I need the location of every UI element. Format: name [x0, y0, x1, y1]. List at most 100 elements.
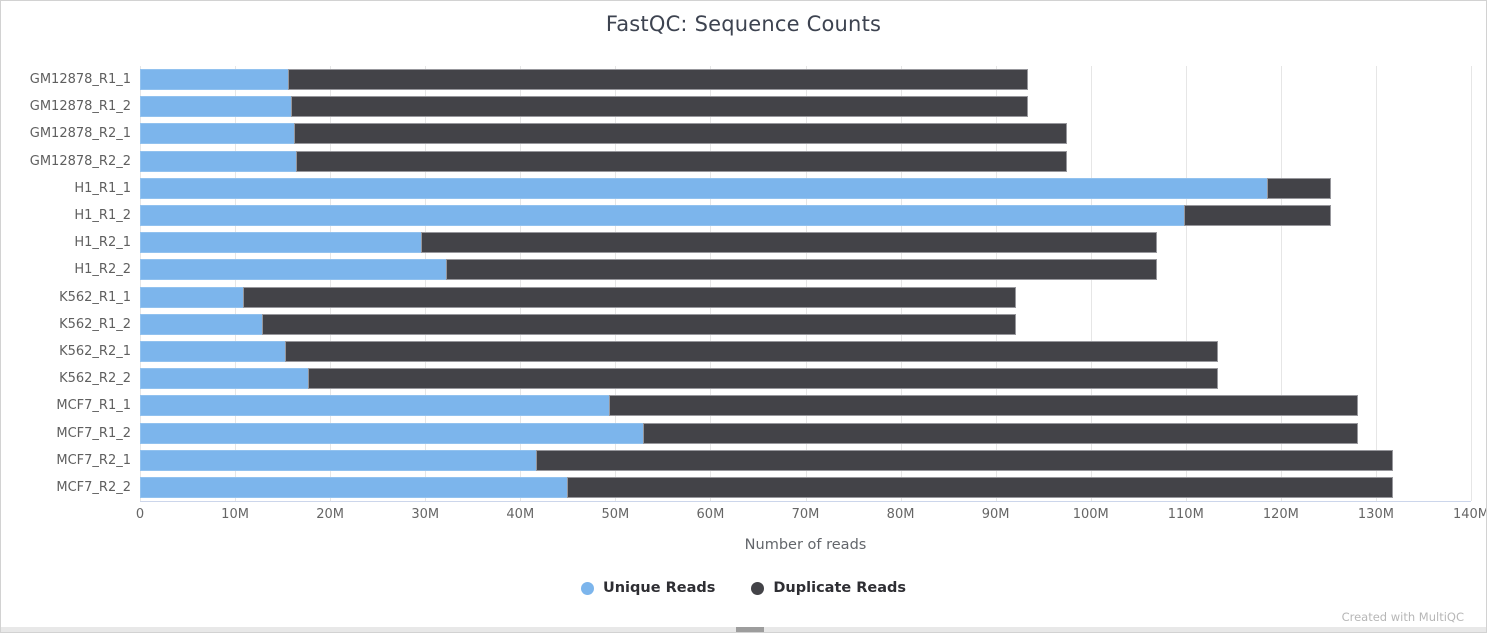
category-label-gm12878_r1_1: GM12878_R1_1 — [29, 72, 131, 88]
category-label-k562_r2_1: K562_R2_1 — [59, 343, 131, 359]
x-tick-label: 40M — [506, 507, 535, 522]
category-label-h1_r2_2: H1_R2_2 — [74, 262, 131, 278]
x-tick-label: 30M — [411, 507, 440, 522]
category-label-k562_r2_2: K562_R2_2 — [59, 371, 131, 387]
gridline — [520, 66, 522, 501]
x-tick-label: 120M — [1262, 507, 1299, 522]
bar-row — [140, 93, 1471, 120]
x-tick-label: 100M — [1072, 507, 1109, 522]
multiqc-credit: Created with MultiQC — [1341, 610, 1464, 624]
gridline — [615, 66, 617, 501]
legend-marker-icon — [751, 581, 765, 595]
bar-row — [140, 120, 1471, 147]
x-tick-label: 90M — [981, 507, 1010, 522]
category-label-gm12878_r2_1: GM12878_R2_1 — [29, 126, 131, 142]
chart-title: FastQC: Sequence Counts — [605, 12, 882, 36]
bar-row — [140, 284, 1471, 311]
x-tick-label: 20M — [316, 507, 345, 522]
category-label-mcf7_r1_2: MCF7_R1_2 — [56, 425, 131, 441]
category-label-gm12878_r1_2: GM12878_R1_2 — [29, 99, 131, 115]
category-label-h1_r1_1: H1_R1_1 — [74, 180, 131, 196]
category-label-h1_r2_1: H1_R2_1 — [74, 235, 131, 251]
category-label-mcf7_r1_1: MCF7_R1_1 — [56, 398, 131, 414]
plot-area — [140, 66, 1472, 502]
bar-segment-duplicate-reads[interactable] — [308, 368, 1219, 390]
chart-legend: Unique Reads Duplicate Reads — [1, 580, 1486, 596]
gridline — [1185, 66, 1187, 501]
bar-segment-duplicate-reads[interactable] — [294, 123, 1067, 145]
bar-segment-duplicate-reads[interactable] — [608, 395, 1358, 417]
gridline — [140, 66, 141, 501]
bar-segment-unique-reads[interactable] — [140, 340, 286, 362]
x-tick-label: 70M — [791, 507, 820, 522]
bar-segment-unique-reads[interactable] — [140, 422, 643, 444]
gridline — [235, 66, 237, 501]
x-tick-label: 140M — [1452, 507, 1487, 522]
bar-row — [140, 256, 1471, 283]
gridline — [900, 66, 902, 501]
x-axis-ticks: 0 10M 20M 30M 40M 50M 60M 70M 80M 90M 100M 110M 120M… — [136, 507, 1486, 527]
bar-segment-unique-reads[interactable] — [140, 150, 296, 172]
x-tick-label: 0 — [135, 507, 145, 522]
bar-row — [140, 148, 1471, 175]
x-tick-label: 80M — [886, 507, 915, 522]
bar-segment-duplicate-reads[interactable] — [536, 449, 1394, 471]
gridline — [1471, 66, 1472, 501]
legend-item-duplicate-reads[interactable]: Duplicate Reads — [751, 580, 906, 596]
bar-segment-duplicate-reads[interactable] — [1183, 205, 1332, 227]
x-tick-label: 10M — [221, 507, 249, 522]
bar-segment-unique-reads[interactable] — [140, 395, 609, 417]
gridline — [330, 66, 332, 501]
category-label-h1_r1_2: H1_R1_2 — [74, 208, 131, 224]
bar-segment-duplicate-reads[interactable] — [446, 259, 1158, 281]
x-axis-title: Number of reads — [744, 537, 867, 553]
horizontal-scrollbar-thumb[interactable] — [736, 627, 764, 632]
bar-segment-unique-reads[interactable] — [140, 476, 567, 498]
bar-segment-unique-reads[interactable] — [140, 313, 262, 335]
bar-segment-duplicate-reads[interactable] — [421, 232, 1158, 254]
legend-item-unique-reads[interactable]: Unique Reads — [580, 580, 716, 596]
legend-label: Unique Reads — [602, 580, 716, 596]
bar-segment-duplicate-reads[interactable] — [288, 69, 1028, 91]
bar-segment-duplicate-reads[interactable] — [642, 422, 1358, 444]
bar-row — [140, 447, 1471, 474]
bar-segment-unique-reads[interactable] — [140, 232, 422, 254]
bar-row — [140, 202, 1471, 229]
bar-segment-duplicate-reads[interactable] — [566, 476, 1394, 498]
bar-row — [140, 392, 1471, 419]
bar-segment-unique-reads[interactable] — [140, 96, 292, 118]
bar-segment-unique-reads[interactable] — [140, 123, 295, 145]
category-label-k562_r1_2: K562_R1_2 — [59, 316, 131, 332]
bar-row — [140, 311, 1471, 338]
category-label-gm12878_r2_2: GM12878_R2_2 — [29, 153, 131, 169]
bar-segment-unique-reads[interactable] — [140, 177, 1267, 199]
bar-segment-unique-reads[interactable] — [140, 449, 537, 471]
bar-segment-duplicate-reads[interactable] — [1266, 177, 1332, 199]
bar-row — [140, 338, 1471, 365]
gridline — [425, 66, 427, 501]
horizontal-scrollbar[interactable] — [1, 627, 1486, 632]
x-tick-label: 130M — [1357, 507, 1394, 522]
bar-segment-duplicate-reads[interactable] — [261, 313, 1016, 335]
bar-segment-duplicate-reads[interactable] — [242, 286, 1016, 308]
bar-segment-duplicate-reads[interactable] — [291, 96, 1028, 118]
x-tick-label: 110M — [1167, 507, 1204, 522]
bar-row — [140, 474, 1471, 501]
bar-segment-unique-reads[interactable] — [140, 69, 289, 91]
bar-segment-duplicate-reads[interactable] — [295, 150, 1067, 172]
category-label-mcf7_r2_2: MCF7_R2_2 — [56, 479, 131, 495]
legend-marker-icon — [580, 581, 594, 595]
gridline — [1280, 66, 1282, 501]
category-label-mcf7_r2_1: MCF7_R2_1 — [56, 452, 131, 468]
gridline — [1375, 66, 1377, 501]
gridline — [710, 66, 712, 501]
bar-segment-unique-reads[interactable] — [140, 368, 309, 390]
bar-row — [140, 66, 1471, 93]
bar-segment-duplicate-reads[interactable] — [285, 340, 1219, 362]
bar-row — [140, 419, 1471, 446]
bar-segment-unique-reads[interactable] — [140, 205, 1184, 227]
legend-label: Duplicate Reads — [773, 580, 907, 596]
bar-segment-unique-reads[interactable] — [140, 259, 447, 281]
y-axis-labels: GM12878_R1_1 GM12878_R1_2 GM12878_R2_1 GM12… — [1, 66, 131, 501]
bar-segment-unique-reads[interactable] — [140, 286, 243, 308]
